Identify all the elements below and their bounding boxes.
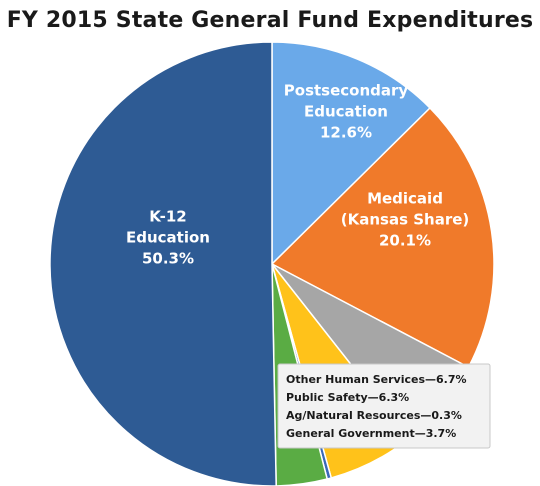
slice-label-line: Education [126, 229, 210, 247]
legend-entry: Public Safety—6.3% [286, 391, 409, 404]
slice-label-line: Postsecondary [284, 82, 409, 100]
pie-slice-k-12-education [49, 41, 277, 486]
chart-title: FY 2015 State General Fund Expenditures [6, 8, 534, 33]
slice-label-line: Education [304, 103, 388, 121]
legend-entry: General Government—3.7% [286, 427, 456, 440]
legend-entry: Other Human Services—6.7% [286, 373, 467, 386]
pie-slice-medicaid-kansas-share [270, 106, 495, 369]
slice-label-line: 20.1% [379, 232, 431, 250]
pie-slice-labels: Postsecondary Education 12.6% Medicaid (Kans… [126, 82, 469, 268]
slice-label-line: 12.6% [320, 124, 372, 142]
slice-label-line: K-12 [149, 208, 186, 226]
slice-label-line: (Kansas Share) [341, 211, 470, 229]
legend-entry: Ag/Natural Resources—0.3% [286, 409, 462, 422]
slice-label-line: Medicaid [367, 190, 443, 208]
small-slices-legend: Other Human Services—6.7% Public Safety—6… [277, 363, 491, 449]
legend-box [277, 363, 491, 449]
slice-label-line: 50.3% [142, 250, 194, 268]
pie-slice-postsecondary-education [271, 41, 432, 266]
